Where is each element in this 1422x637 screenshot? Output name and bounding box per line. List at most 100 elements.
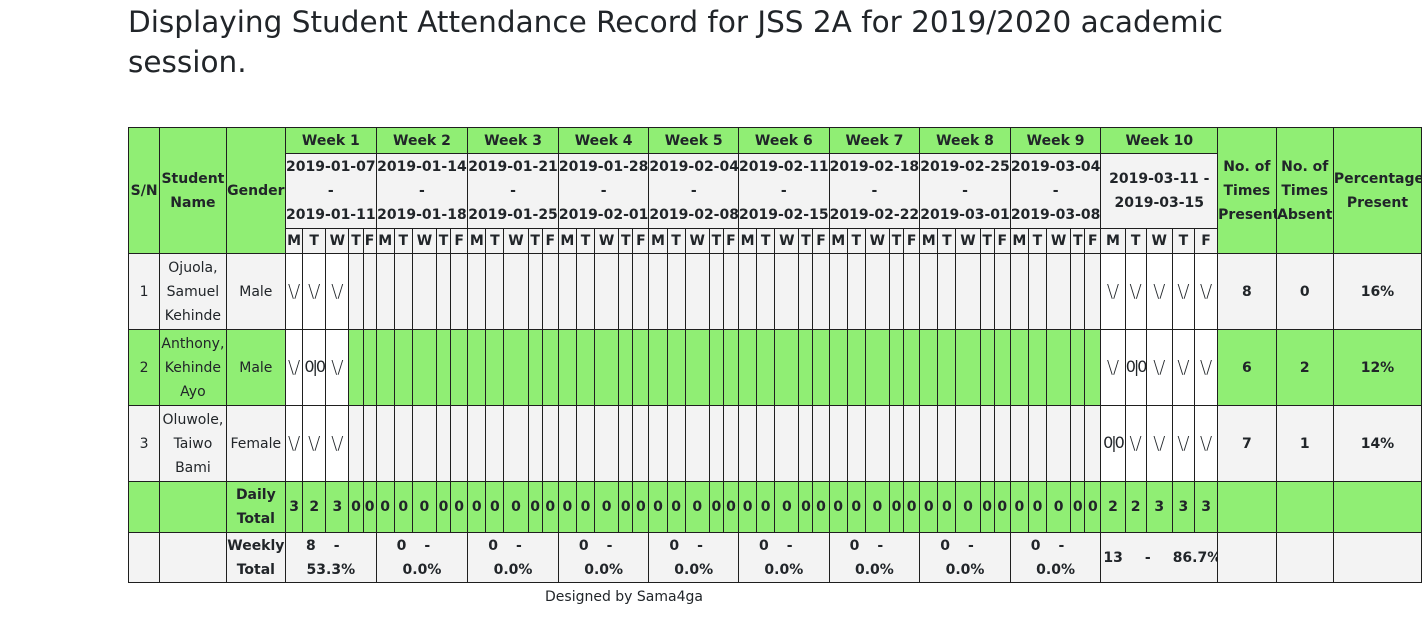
week-end-date: 2019-02-22 (829, 207, 920, 223)
attendance-cell: \/ (325, 253, 350, 330)
attendance-cell (993, 329, 1011, 406)
attendance-cell (828, 253, 848, 330)
weekly-percentage: 0.0% (674, 561, 714, 578)
attendance-cell (375, 329, 395, 406)
weekly-total-value: 0- 0.0% (919, 532, 1011, 583)
weekly-total-value: 13 - 86.7% (1100, 532, 1219, 583)
daily-total-value: 3 (285, 481, 304, 533)
attendance-cell (575, 253, 596, 330)
attendance-cell (722, 329, 740, 406)
week-header: Week 4 (557, 127, 650, 154)
attendance-cell (798, 253, 814, 330)
empty-cell (127, 481, 161, 533)
day-header: M (285, 228, 304, 254)
weekly-percentage: 0.0% (584, 561, 624, 578)
weekly-percentage: 0.0% (854, 561, 894, 578)
weekly-count: 8 (306, 537, 316, 554)
header-times-present: No. of Times Present (1217, 127, 1277, 254)
day-header: T (485, 228, 505, 254)
attendance-cell: \/ (1145, 329, 1173, 406)
attendance-cell (1070, 405, 1086, 482)
week-start-date: 2019-02-11 (739, 159, 829, 175)
weekly-separator: - (786, 537, 793, 554)
attendance-cell (648, 253, 668, 330)
attendance-cell (979, 253, 995, 330)
weekly-total-value: 8- 53.3% (285, 532, 377, 583)
attendance-cell: \/ (1171, 405, 1196, 482)
times-absent: 2 (1275, 329, 1334, 406)
day-header: T (1027, 228, 1048, 254)
daily-total-value: 3 (1171, 481, 1196, 533)
week-header: Week 9 (1009, 127, 1102, 154)
daily-total-value: 0 (846, 481, 866, 533)
header-gender: Gender (225, 127, 287, 254)
attendance-cell (594, 329, 620, 406)
footer-credit: Designed by Sama4ga (545, 589, 703, 605)
attendance-cell (1027, 253, 1048, 330)
present-mark: \/ (288, 280, 301, 302)
attendance-cell: \/ (1145, 253, 1173, 330)
attendance-cell (708, 329, 724, 406)
weekly-percentage: 0.0% (945, 561, 985, 578)
attendance-cell (903, 253, 921, 330)
weekly-percentage: 0.0% (1036, 561, 1075, 578)
attendance-cell: \/ (285, 253, 304, 330)
attendance-cell (648, 329, 668, 406)
attendance-cell: 0|0 (302, 329, 327, 406)
weekly-count: 0 (849, 537, 860, 554)
attendance-cell: \/ (1100, 253, 1126, 330)
attendance-cell (666, 253, 686, 330)
weekly-total-value: 0- 0.0% (738, 532, 830, 583)
attendance-cell (937, 405, 957, 482)
daily-total-value: 0 (375, 481, 395, 533)
week-header: Week 3 (467, 127, 559, 154)
attendance-cell: \/ (325, 329, 350, 406)
day-header: M (467, 228, 487, 254)
present-mark: \/ (1200, 280, 1213, 302)
daily-total-value: 0 (450, 481, 469, 533)
attendance-cell (1084, 329, 1102, 406)
attendance-cell (738, 253, 758, 330)
student-gender: Male (225, 253, 287, 330)
day-header: M (919, 228, 939, 254)
weekly-percentage: 0.0% (493, 561, 533, 578)
present-mark: \/ (331, 280, 344, 302)
times-present: 8 (1217, 253, 1277, 330)
empty-cell (1217, 481, 1277, 533)
week-date-range: 2019-01-14 - 2019-01-18 (375, 153, 469, 229)
day-header: T (302, 228, 327, 254)
empty-cell (1275, 481, 1334, 533)
day-header: W (774, 228, 800, 254)
header-student-name: Student Name (159, 127, 227, 254)
weekly-total-value: 0- 0.0% (1009, 532, 1102, 583)
daily-total-value: 0 (541, 481, 559, 533)
attendance-cell (666, 405, 686, 482)
week-date-range: 2019-02-04 - 2019-02-08 (648, 153, 740, 229)
day-header: M (1009, 228, 1029, 254)
week-start-date: 2019-01-28 (558, 159, 649, 175)
attendance-cell (864, 329, 890, 406)
attendance-cell (1027, 405, 1048, 482)
attendance-cell (812, 329, 830, 406)
weekly-separator: - (515, 537, 522, 554)
day-header: T (393, 228, 413, 254)
attendance-cell (467, 405, 487, 482)
attendance-cell (348, 253, 364, 330)
attendance-cell (503, 405, 529, 482)
attendance-cell (756, 405, 776, 482)
attendance-cell (1084, 253, 1102, 330)
week-end-date: 2019-01-18 (377, 207, 467, 223)
attendance-cell (557, 253, 577, 330)
attendance-cell (375, 253, 395, 330)
daily-total-value: 0 (864, 481, 890, 533)
daily-total-value: 0 (362, 481, 377, 533)
week-start-date: 2019-01-14 (377, 159, 467, 175)
attendance-cell: \/ (1145, 405, 1173, 482)
week-date-range: 2019-03-04 - 2019-03-08 (1009, 153, 1102, 229)
attendance-cell (1009, 405, 1029, 482)
attendance-cell: \/ (302, 405, 327, 482)
absent-mark: 0|0 (1125, 357, 1146, 376)
student-gender: Male (225, 329, 287, 406)
date-separator: - (600, 183, 607, 199)
daily-total-value: 3 (1193, 481, 1219, 533)
